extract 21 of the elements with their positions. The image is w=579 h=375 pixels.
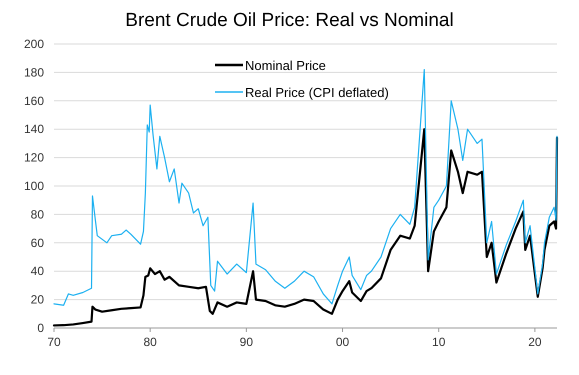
y-tick-label: 200	[24, 37, 44, 51]
y-tick-label: 100	[24, 179, 44, 193]
y-tick-label: 160	[24, 94, 44, 108]
y-tick-label: 180	[24, 65, 44, 80]
y-tick-label: 140	[24, 122, 44, 136]
chart-title: Brent Crude Oil Price: Real vs Nominal	[125, 10, 454, 31]
x-tick-label: 70	[47, 335, 61, 349]
line-series	[53, 68, 558, 306]
y-tick-label: 20	[30, 292, 44, 307]
y-tick-label: 60	[30, 236, 44, 250]
x-tick-label: 10	[432, 335, 446, 349]
y-tick-label: 120	[24, 150, 44, 165]
legend-label: Real Price (CPI deflated)	[245, 85, 389, 100]
y-tick-label: 40	[30, 264, 44, 278]
y-tick-label: 0	[37, 321, 44, 335]
x-tick-label: 80	[143, 335, 158, 349]
y-tick-label: 80	[30, 207, 44, 222]
x-tick-label: 20	[528, 335, 542, 349]
x-tick-label: 00	[336, 335, 350, 349]
legend-label: Nominal Price	[245, 58, 326, 73]
x-tick-label: 90	[240, 335, 254, 349]
